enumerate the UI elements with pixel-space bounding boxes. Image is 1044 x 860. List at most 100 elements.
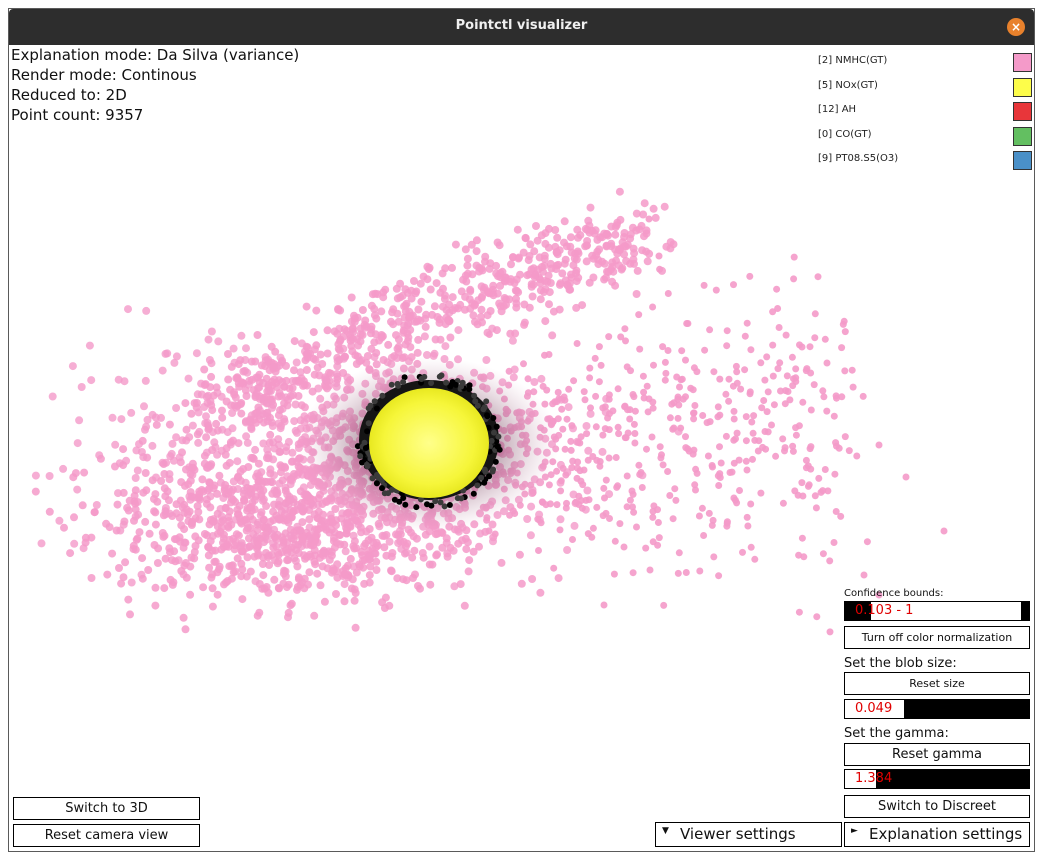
scatter-point: [560, 259, 569, 268]
scatter-point: [255, 411, 264, 420]
scatter-point: [354, 520, 363, 529]
scatter-point: [768, 421, 775, 429]
switch-discreet-button[interactable]: Switch to Discreet: [844, 795, 1030, 818]
scatter-point: [250, 552, 259, 561]
scatter-point: [600, 484, 608, 492]
close-icon[interactable]: ×: [1007, 18, 1025, 36]
scatter-point: [632, 209, 641, 218]
scatter-point: [423, 275, 432, 284]
scatter-point: [501, 274, 510, 282]
scatter-point: [144, 566, 153, 574]
scatter-point: [212, 419, 221, 428]
scatter-point: [664, 347, 672, 354]
scatter-point: [214, 337, 223, 346]
scatter-point: [436, 373, 443, 380]
scatter-point: [659, 343, 667, 351]
explanation-settings-toggle[interactable]: ► Explanation settings: [844, 822, 1030, 847]
scatter-point: [143, 415, 152, 424]
scatter-plot-canvas[interactable]: [9, 45, 1034, 851]
reset-gamma-button[interactable]: Reset gamma: [844, 743, 1030, 766]
color-normalization-button[interactable]: Turn off color normalization: [844, 626, 1030, 649]
scatter-point: [441, 503, 448, 510]
scatter-point: [372, 314, 381, 323]
viewer-settings-toggle[interactable]: ▼ Viewer settings: [655, 822, 842, 847]
scatter-point: [290, 366, 298, 375]
scatter-point: [243, 438, 252, 447]
scatter-point: [264, 454, 273, 463]
scatter-point: [280, 462, 289, 471]
scatter-point: [266, 430, 275, 439]
title-bar[interactable]: Pointctl visualizer ×: [9, 9, 1034, 45]
reset-camera-button[interactable]: Reset camera view: [13, 824, 200, 847]
scatter-point: [820, 393, 828, 401]
scatter-point: [483, 287, 492, 296]
scatter-point: [124, 305, 132, 314]
scatter-point: [377, 333, 386, 342]
scatter-point: [492, 261, 501, 270]
scatter-point: [537, 374, 546, 383]
scatter-point: [556, 515, 565, 524]
scatter-point: [233, 485, 242, 493]
scatter-point: [170, 358, 179, 367]
scatter-point: [781, 400, 789, 408]
scatter-point: [360, 323, 369, 332]
scatter-point: [403, 321, 412, 330]
gamma-slider[interactable]: 1.384: [844, 769, 1030, 789]
scatter-point: [182, 425, 191, 434]
scatter-point: [172, 433, 181, 442]
scatter-point: [802, 367, 810, 375]
scatter-point: [274, 557, 283, 566]
scatter-point: [349, 562, 358, 571]
scatter-point: [682, 569, 690, 576]
scatter-point: [365, 405, 372, 412]
scatter-point: [474, 402, 481, 409]
scatter-point: [179, 613, 188, 622]
scatter-point: [642, 247, 651, 256]
scatter-point: [676, 383, 683, 391]
scatter-point: [533, 236, 542, 245]
scatter-point: [141, 469, 150, 477]
scatter-point: [642, 229, 651, 238]
scatter-point: [158, 366, 167, 375]
confidence-bounds-slider[interactable]: 0.103 - 1: [844, 601, 1030, 621]
scatter-point: [299, 483, 308, 492]
scatter-point: [554, 415, 562, 423]
scatter-point: [169, 456, 178, 465]
scatter-point: [683, 320, 691, 327]
legend-item: [9] PT08.S5(O3): [818, 151, 1032, 176]
scatter-point: [446, 333, 455, 342]
scatter-point: [269, 539, 278, 548]
scatter-point: [561, 445, 569, 453]
scatter-point: [620, 229, 629, 237]
scatter-point: [495, 433, 502, 440]
scatter-point: [433, 550, 441, 559]
scatter-point: [586, 364, 594, 372]
scatter-point: [292, 358, 301, 367]
scatter-point: [570, 377, 578, 385]
scatter-point: [631, 407, 639, 415]
scatter-point: [233, 457, 242, 466]
scatter-point: [551, 226, 560, 234]
reset-size-button[interactable]: Reset size: [844, 672, 1030, 695]
switch-3d-button[interactable]: Switch to 3D: [13, 797, 200, 820]
scatter-point: [341, 564, 350, 573]
scatter-point: [666, 238, 675, 247]
scatter-point: [247, 425, 256, 434]
scatter-point: [115, 564, 123, 572]
scatter-point: [643, 445, 650, 453]
scatter-point: [467, 240, 476, 249]
scatter-point: [238, 547, 247, 556]
scatter-point: [523, 515, 532, 523]
scatter-point: [369, 475, 376, 482]
scatter-point: [562, 504, 570, 512]
blob-size-slider[interactable]: 0.049: [844, 699, 1030, 719]
scatter-point: [530, 273, 539, 282]
scatter-point: [208, 428, 217, 437]
scatter-point: [751, 555, 759, 563]
scatter-point: [281, 483, 290, 492]
scatter-point: [124, 595, 133, 604]
scatter-point: [577, 433, 585, 441]
scatter-point: [636, 471, 644, 478]
scatter-point: [523, 271, 532, 280]
scatter-point: [620, 543, 628, 551]
